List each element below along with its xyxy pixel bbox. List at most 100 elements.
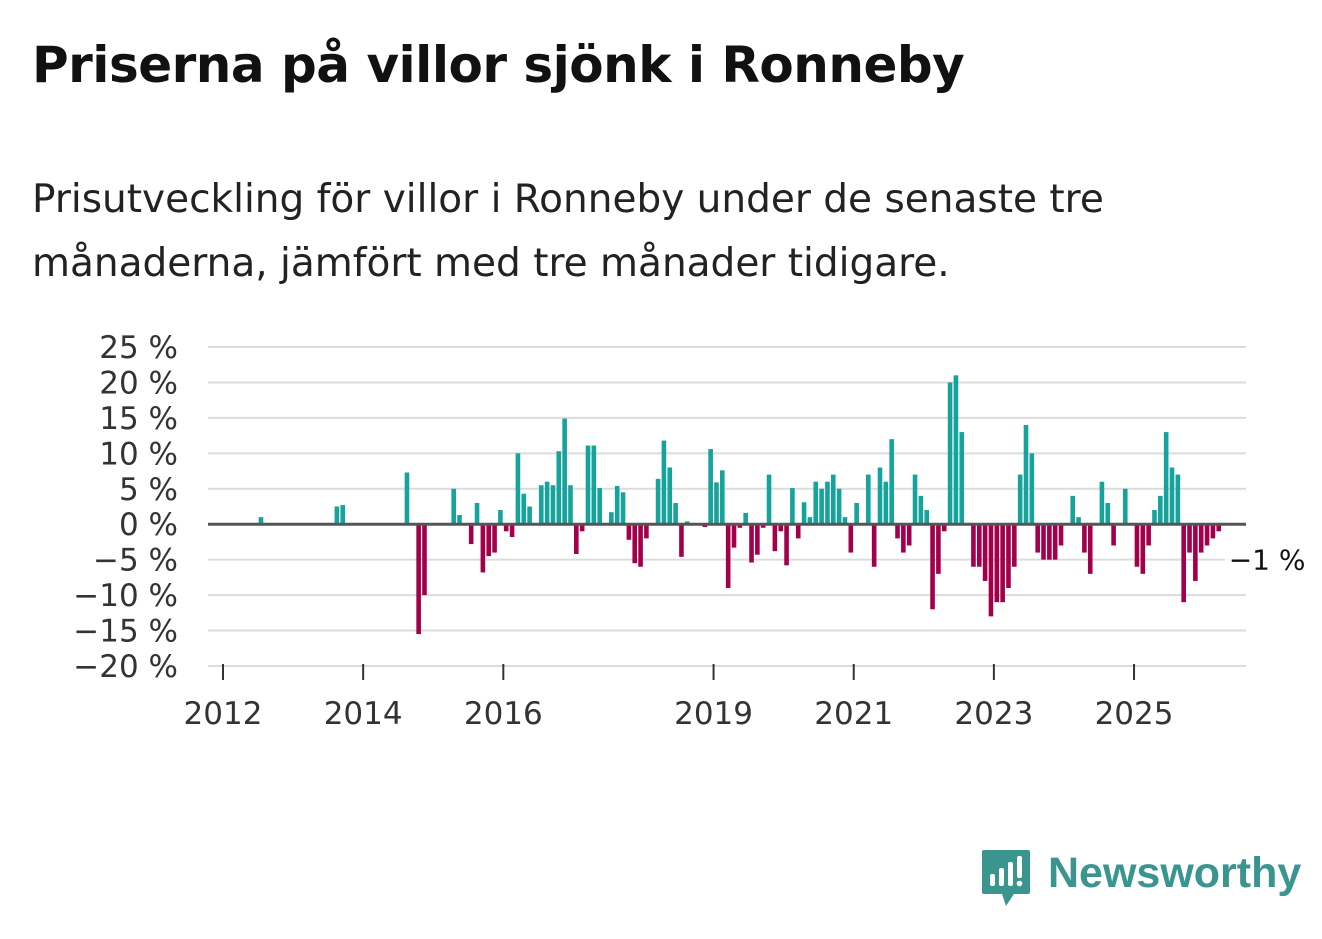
bar: [1193, 524, 1198, 581]
bar: [842, 517, 848, 525]
bar: [480, 524, 486, 573]
y-tick-label: −15 %: [73, 614, 178, 650]
bar: [486, 524, 492, 557]
bar: [550, 485, 556, 525]
bar: [959, 432, 965, 525]
bar: [474, 502, 480, 525]
bar: [1122, 488, 1128, 525]
y-tick-label: 5 %: [119, 472, 178, 508]
y-tick-label: −20 %: [73, 649, 178, 685]
bar: [784, 524, 789, 566]
bar: [498, 510, 503, 525]
bar: [807, 517, 813, 525]
bar: [644, 524, 649, 539]
end-value-label: −1 %: [1229, 544, 1306, 577]
bar: [679, 524, 684, 557]
bar: [906, 524, 912, 546]
bar: [825, 481, 830, 525]
bar: [515, 453, 521, 525]
bar: [626, 524, 632, 540]
bar: [795, 524, 801, 539]
bar: [492, 524, 497, 553]
bar: [778, 524, 784, 532]
bar: [1146, 524, 1151, 546]
bar: [801, 502, 807, 525]
bar: [509, 524, 515, 537]
bar: [591, 445, 597, 525]
bar: [1140, 524, 1146, 574]
bar: [1187, 524, 1192, 553]
bar-chart: 25 %20 %15 %10 %5 %0 %−5 %−10 %−15 %−20 …: [73, 330, 1306, 732]
bar: [574, 524, 579, 554]
bar: [1134, 524, 1140, 567]
bar: [889, 439, 894, 525]
x-axis: 2012 2014 2016 2019 2021 2023 2025: [184, 664, 1173, 732]
bar: [527, 506, 532, 525]
bar: [544, 481, 550, 525]
bar: [1181, 524, 1186, 603]
bar: [614, 485, 620, 525]
bar: [673, 502, 678, 525]
bar: [579, 524, 585, 532]
bar: [866, 474, 871, 525]
bar: [871, 524, 877, 567]
bar: [1058, 524, 1064, 546]
bar: [971, 524, 976, 567]
bar: [620, 492, 626, 525]
bar: [755, 524, 760, 555]
bar: [731, 524, 737, 548]
bar: [334, 506, 340, 525]
bar: [1169, 467, 1175, 525]
bar: [1210, 524, 1216, 539]
y-tick-label: −10 %: [73, 578, 178, 614]
bar: [749, 524, 754, 563]
bar: [982, 524, 988, 581]
bar: [468, 524, 474, 545]
bar: [585, 445, 591, 525]
bar: [830, 474, 836, 525]
bar: [924, 510, 930, 525]
bar: [1158, 495, 1163, 525]
x-tick-label: 2014: [324, 696, 403, 732]
bar: [1052, 524, 1058, 560]
bar: [976, 524, 982, 567]
bar: [404, 472, 410, 525]
bar: [930, 524, 935, 610]
bar: [1175, 474, 1181, 525]
bar: [451, 488, 456, 525]
bar: [655, 478, 661, 525]
bar: [1087, 524, 1093, 574]
bar: [632, 524, 638, 564]
x-tick-label: 2016: [464, 696, 543, 732]
y-tick-label: 25 %: [99, 330, 178, 366]
x-tick-label: 2023: [954, 696, 1033, 732]
bar: [737, 524, 743, 528]
bar: [725, 524, 731, 589]
bar: [918, 495, 924, 525]
bar: [743, 512, 748, 525]
bar: [720, 470, 725, 525]
brand-name: Newsworthy: [1048, 849, 1302, 897]
bar: [714, 482, 719, 525]
bars: [258, 375, 1222, 635]
bar: [1111, 524, 1116, 546]
bar: [597, 488, 602, 525]
y-tick-label: −5 %: [93, 543, 178, 579]
bar: [813, 481, 819, 525]
bar: [661, 440, 667, 525]
bar: [848, 524, 854, 553]
bar: [912, 474, 918, 525]
y-tick-label: 15 %: [99, 401, 178, 437]
bar: [1070, 495, 1076, 525]
bar: [1012, 524, 1017, 567]
chart-title: Priserna på villor sjönk i Ronneby: [32, 36, 965, 94]
x-tick-label: 2012: [184, 696, 263, 732]
bar: [416, 524, 421, 635]
bar: [340, 505, 346, 525]
bar: [609, 512, 614, 525]
bar: [1047, 524, 1052, 560]
bar: [667, 467, 673, 525]
bar: [1035, 524, 1040, 553]
bar: [936, 524, 941, 574]
bar: [766, 474, 772, 525]
